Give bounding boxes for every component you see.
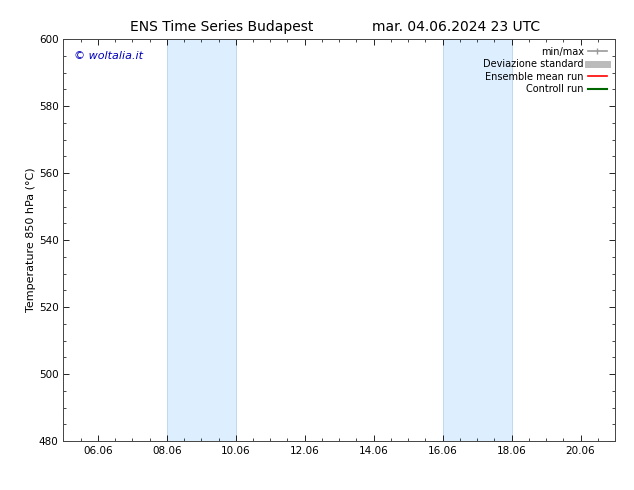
Y-axis label: Temperature 850 hPa (°C): Temperature 850 hPa (°C) — [26, 168, 36, 313]
Bar — [167, 39, 236, 441]
Text: ENS Time Series Budapest: ENS Time Series Budapest — [130, 20, 314, 34]
Bar — [443, 39, 512, 441]
Legend: min/max, Deviazione standard, Ensemble mean run, Controll run: min/max, Deviazione standard, Ensemble m… — [481, 44, 610, 97]
Text: mar. 04.06.2024 23 UTC: mar. 04.06.2024 23 UTC — [372, 20, 541, 34]
Text: © woltalia.it: © woltalia.it — [74, 51, 143, 61]
